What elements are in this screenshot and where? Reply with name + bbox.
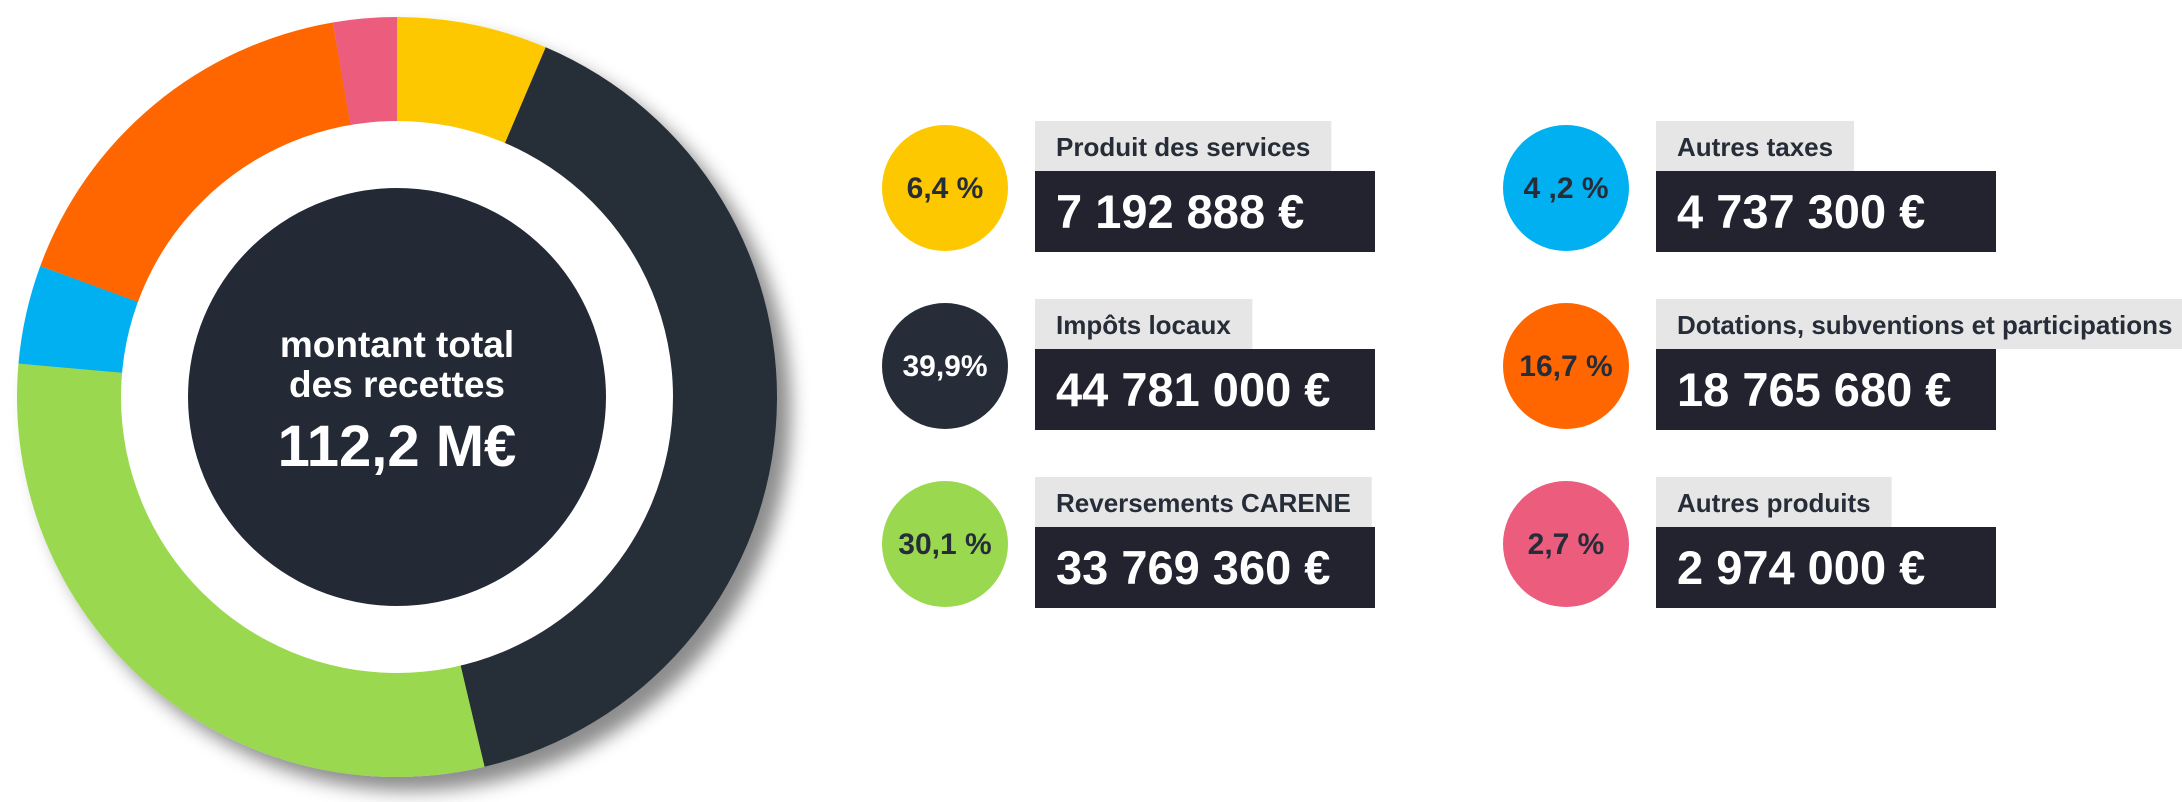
amount-label: 44 781 000 €: [1056, 363, 1330, 416]
category-label: Autres taxes: [1677, 132, 1833, 162]
donut-segment: [40, 22, 352, 304]
percent-circle: [882, 481, 1008, 607]
amount-label: 7 192 888 €: [1056, 185, 1304, 238]
percent-label: 2,7 %: [1528, 528, 1605, 561]
amount-box: [1656, 171, 1996, 252]
center-text: montant total: [280, 324, 514, 365]
amount-box: [1035, 527, 1375, 608]
percent-label: 6,4 %: [907, 172, 984, 205]
amount-label: 18 765 680 €: [1677, 363, 1951, 416]
percent-label: 39,9%: [902, 350, 987, 383]
total-label: 112,2 M€: [278, 414, 517, 479]
donut-segment: [397, 17, 546, 149]
amount-box: [1656, 527, 1996, 608]
amount-box: [1656, 349, 1996, 430]
amount-label: 33 769 360 €: [1056, 541, 1330, 594]
percent-label: 30,1 %: [898, 528, 991, 561]
percent-circle: [882, 303, 1008, 429]
category-box: [1656, 121, 1855, 171]
donut-segment: [332, 17, 397, 131]
donut-segment: [18, 266, 144, 374]
category-box: [1035, 299, 1253, 349]
legend: 6,4 % Produit des services 7 192 888 € 39,9…: [882, 121, 2182, 608]
amount-label: 2 974 000 €: [1677, 541, 1925, 594]
percent-circle: [882, 125, 1008, 251]
donut-segment: [459, 47, 778, 767]
category-box: [1035, 121, 1332, 171]
category-box: [1035, 477, 1372, 527]
center-disc: [188, 188, 606, 606]
amount-box: [1035, 171, 1375, 252]
amount-box: [1035, 349, 1375, 430]
percent-label: 4 ,2 %: [1523, 172, 1608, 205]
percent-label: 16,7 %: [1519, 350, 1612, 383]
category-box: [1656, 299, 2182, 349]
percent-circle: [1503, 125, 1629, 251]
amount-label: 4 737 300 €: [1677, 185, 1925, 238]
category-box: [1656, 477, 1892, 527]
percent-circle: [1503, 481, 1629, 607]
category-label: Reversements CARENE: [1056, 488, 1351, 518]
category-label: Produit des services: [1056, 132, 1310, 162]
category-label: Impôts locaux: [1056, 310, 1231, 340]
center-text: des recettes: [289, 364, 505, 405]
percent-circle: [1503, 303, 1629, 429]
category-label: Autres produits: [1677, 488, 1871, 518]
category-label: Dotations, subventions et participations: [1677, 310, 2173, 340]
